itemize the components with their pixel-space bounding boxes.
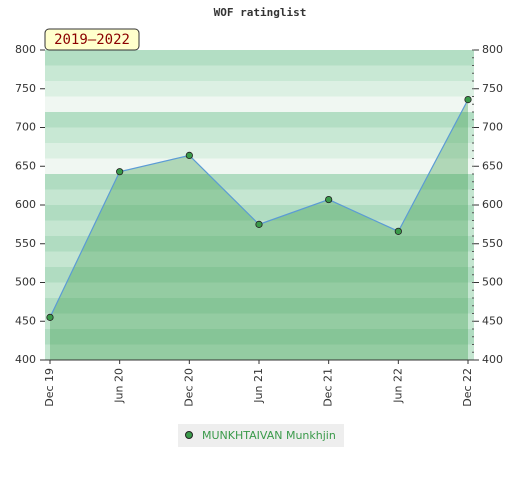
point <box>464 96 472 104</box>
legend-box <box>178 424 344 447</box>
stripe <box>45 174 474 190</box>
stripe <box>45 158 474 175</box>
stripe <box>45 65 474 82</box>
y2-tick-label: 400 <box>482 353 503 366</box>
stripe <box>45 127 474 144</box>
stripe <box>45 236 474 252</box>
y2-tick-label: 500 <box>482 276 503 289</box>
stripe <box>45 267 474 283</box>
stripe <box>45 112 474 128</box>
x-tick-label: Dec 19 <box>43 368 56 407</box>
y2-tick-label: 550 <box>482 237 503 250</box>
stripe <box>45 96 474 113</box>
y-tick-label: 650 <box>15 159 36 172</box>
y2-tick-label: 600 <box>482 198 503 211</box>
plot <box>46 96 472 360</box>
y-tick-label: 700 <box>15 121 36 134</box>
stripe <box>45 298 474 314</box>
stripe <box>45 313 474 330</box>
point <box>255 220 263 228</box>
y2-tick-label: 450 <box>482 314 503 327</box>
y2-tick-label: 750 <box>482 82 503 95</box>
y2-tick-label: 650 <box>482 159 503 172</box>
stripe <box>45 189 474 206</box>
y-tick-label: 800 <box>15 43 36 56</box>
annotation-box <box>44 28 140 51</box>
stripe <box>45 50 474 66</box>
y-tick-label: 600 <box>15 198 36 211</box>
chart-title: WOF ratinglist <box>214 6 307 19</box>
x-tick-label: Dec 21 <box>322 368 335 407</box>
stripe <box>45 143 474 159</box>
x-tick-label: Jun 20 <box>113 368 126 404</box>
stripe <box>45 251 474 268</box>
annotation: 2019–2022 <box>54 32 130 48</box>
y-tick-label: 750 <box>15 82 36 95</box>
x-tick-label: Dec 20 <box>182 368 195 407</box>
x-tick-label: Jun 21 <box>252 368 265 404</box>
x-tick-label: Dec 22 <box>461 368 474 407</box>
legend-label: MUNKHTAIVAN Munkhjin <box>202 429 336 442</box>
stripe <box>45 81 474 97</box>
point <box>185 151 193 159</box>
y2-tick-label: 700 <box>482 121 503 134</box>
stripe <box>45 344 474 361</box>
y2-tick-label: 800 <box>482 43 503 56</box>
stripe <box>45 329 474 345</box>
point <box>325 195 333 204</box>
point <box>394 227 402 235</box>
stripe <box>45 282 474 299</box>
x-tick-label: Jun 22 <box>391 368 404 404</box>
y-tick-label: 550 <box>15 237 36 250</box>
y-tick-label: 400 <box>15 353 36 366</box>
point <box>116 168 124 176</box>
y-tick-label: 500 <box>15 276 36 289</box>
y-tick-label: 450 <box>15 314 36 327</box>
stripe <box>45 220 474 237</box>
area <box>50 99 468 360</box>
legend-marker <box>185 431 193 439</box>
point <box>46 313 54 321</box>
plot-background <box>45 50 474 361</box>
